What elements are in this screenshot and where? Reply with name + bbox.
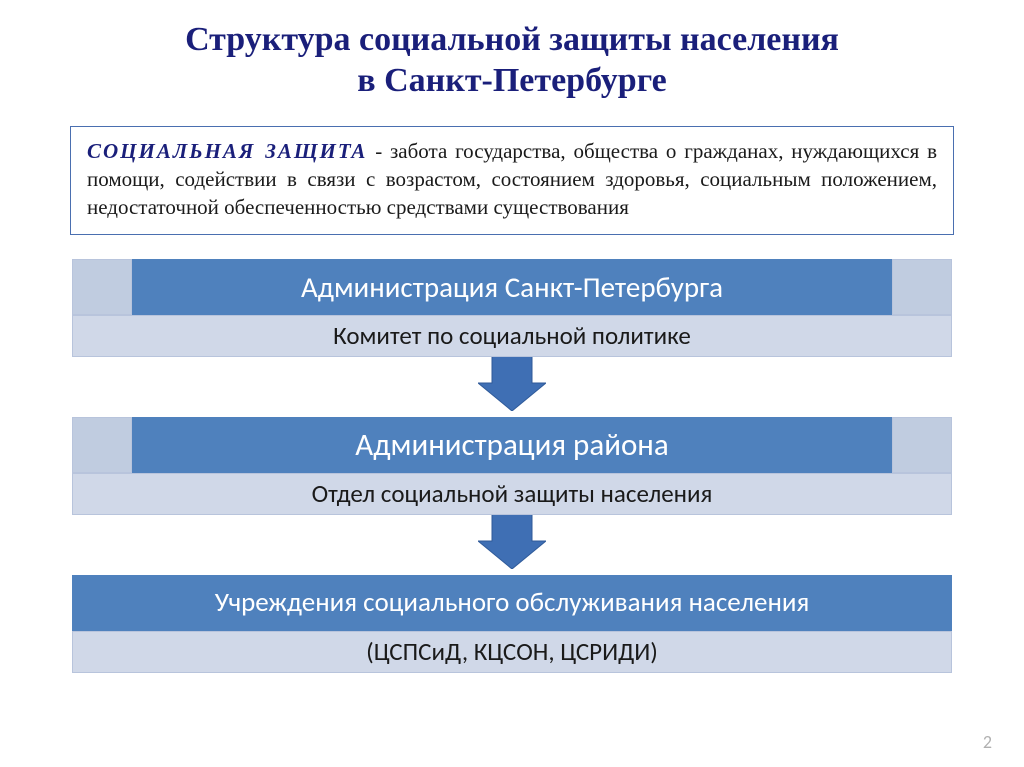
title-line-2: в Санкт-Петербурге (357, 62, 667, 99)
level-2-side-right (892, 417, 952, 473)
chevron-down-icon (478, 355, 546, 411)
level-3-sub: (ЦСПСиД, КЦСОН, ЦСРИДИ) (72, 631, 952, 673)
level-1-side-left (72, 259, 132, 315)
level-1-side-right (892, 259, 952, 315)
level-2: Администрация района Отдел социальной за… (72, 417, 952, 515)
slide-title: Структура социальной защиты населения в … (60, 20, 964, 102)
title-line-1: Структура социальной защиты населения (185, 21, 839, 58)
hierarchy-flow: Администрация Санкт-Петербурга Комитет п… (60, 259, 964, 673)
arrow-1 (478, 355, 546, 413)
definition-box: СОЦИАЛЬНАЯ ЗАЩИТА - забота государства, … (70, 126, 954, 235)
level-2-header: Администрация района (132, 417, 892, 473)
level-2-sub: Отдел социальной защиты населения (72, 473, 952, 515)
page-number: 2 (983, 731, 992, 753)
level-3: Учреждения социального обслуживания насе… (72, 575, 952, 673)
chevron-down-icon (478, 513, 546, 569)
level-1: Администрация Санкт-Петербурга Комитет п… (72, 259, 952, 357)
level-2-side-left (72, 417, 132, 473)
definition-term: СОЦИАЛЬНАЯ ЗАЩИТА (87, 139, 367, 163)
level-3-header: Учреждения социального обслуживания насе… (72, 575, 952, 631)
level-1-sub: Комитет по социальной политике (72, 315, 952, 357)
level-1-header: Администрация Санкт-Петербурга (132, 259, 892, 315)
arrow-2 (478, 513, 546, 571)
